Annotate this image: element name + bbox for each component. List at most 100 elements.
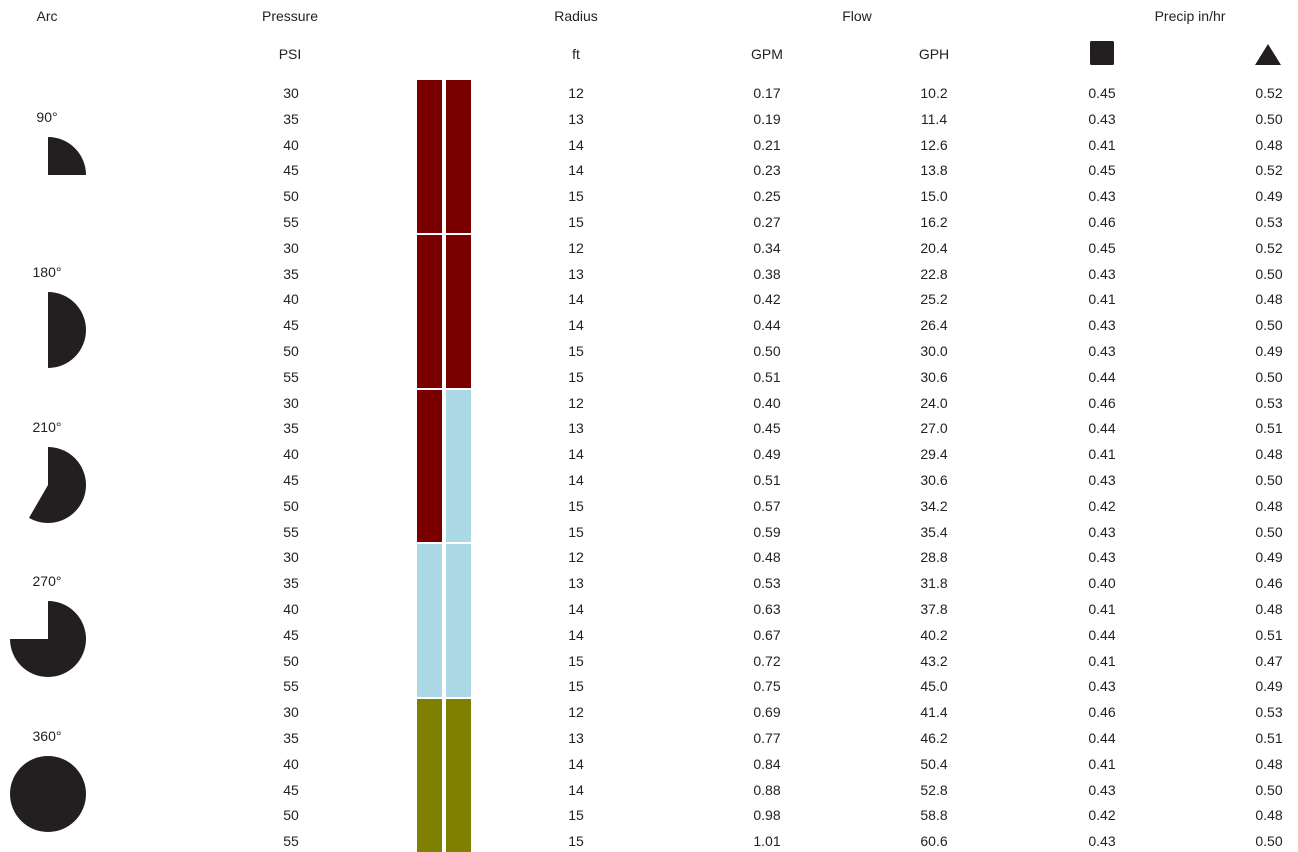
cell-gpm: 0.49: [753, 446, 781, 463]
cell-precip-square: 0.41: [1088, 446, 1116, 463]
color-bar: [417, 544, 442, 698]
cell-psi: 40: [283, 601, 299, 617]
cell-radius: 14: [568, 781, 584, 798]
cell-precip-square: 0.41: [1088, 601, 1116, 617]
cell-gpm: 0.84: [753, 755, 781, 772]
cell-precip-triangle: 0.48: [1255, 497, 1283, 514]
cell-precip-square: 0.42: [1088, 807, 1116, 824]
cell-precip-square: 0.46: [1088, 214, 1116, 230]
cell-psi: 45: [283, 162, 299, 179]
cell-psi: 45: [283, 317, 299, 334]
cell-psi: 50: [283, 497, 299, 514]
cell-gpm: 0.27: [753, 214, 781, 230]
cell-precip-triangle: 0.49: [1255, 343, 1283, 359]
color-bar: [446, 544, 471, 698]
cell-gph: 34.2: [920, 497, 948, 514]
cell-radius: 15: [568, 368, 584, 385]
unit-psi: PSI: [278, 46, 302, 62]
cell-psi: 40: [283, 136, 299, 153]
cell-radius: 14: [568, 472, 584, 488]
cell-precip-triangle: 0.48: [1255, 446, 1283, 463]
cell-radius: 15: [568, 188, 584, 205]
cell-precip-square: 0.44: [1088, 420, 1116, 437]
cell-gpm: 0.17: [753, 85, 781, 101]
cell-gph: 58.8: [920, 807, 948, 824]
cell-gph: 30.6: [920, 472, 948, 488]
cell-gph: 25.2: [920, 291, 948, 308]
cell-precip-triangle: 0.50: [1255, 833, 1283, 850]
square-icon: [1090, 41, 1114, 65]
cell-precip-triangle: 0.52: [1255, 85, 1283, 101]
cell-precip-square: 0.40: [1088, 575, 1116, 592]
cell-radius: 12: [568, 85, 584, 101]
cell-gpm: 0.23: [753, 162, 781, 179]
cell-precip-triangle: 0.46: [1255, 575, 1283, 592]
cell-psi: 50: [283, 652, 299, 669]
cell-gpm: 0.51: [753, 368, 781, 385]
cell-precip-triangle: 0.48: [1255, 291, 1283, 308]
cell-radius: 15: [568, 678, 584, 695]
cell-psi: 30: [283, 704, 299, 721]
cell-gpm: 0.98: [753, 807, 781, 824]
cell-gpm: 0.59: [753, 523, 781, 540]
cell-precip-square: 0.42: [1088, 497, 1116, 514]
cell-gpm: 0.25: [753, 188, 781, 205]
cell-gph: 22.8: [920, 265, 948, 282]
cell-precip-triangle: 0.48: [1255, 136, 1283, 153]
cell-radius: 15: [568, 497, 584, 514]
cell-precip-square: 0.43: [1088, 188, 1116, 205]
cell-radius: 12: [568, 549, 584, 566]
cell-gph: 13.8: [920, 162, 948, 179]
cell-psi: 55: [283, 833, 299, 850]
cell-psi: 30: [283, 239, 299, 256]
cell-radius: 12: [568, 704, 584, 721]
cell-radius: 14: [568, 317, 584, 334]
cell-gph: 30.0: [920, 343, 948, 359]
cell-precip-triangle: 0.50: [1255, 317, 1283, 334]
cell-gph: 28.8: [920, 549, 948, 566]
color-bar: [446, 699, 471, 852]
cell-gph: 15.0: [920, 188, 948, 205]
cell-radius: 14: [568, 626, 584, 643]
cell-gph: 12.6: [920, 136, 948, 153]
header-pressure: Pressure: [261, 8, 319, 24]
cell-precip-square: 0.44: [1088, 626, 1116, 643]
cell-precip-triangle: 0.48: [1255, 755, 1283, 772]
cell-gpm: 0.42: [753, 291, 781, 308]
cell-radius: 13: [568, 110, 584, 127]
cell-gph: 52.8: [920, 781, 948, 798]
cell-gpm: 0.67: [753, 626, 781, 643]
cell-gpm: 0.57: [753, 497, 781, 514]
cell-precip-square: 0.43: [1088, 472, 1116, 488]
cell-gph: 20.4: [920, 239, 948, 256]
cell-precip-square: 0.45: [1088, 85, 1116, 101]
cell-precip-square: 0.46: [1088, 704, 1116, 721]
cell-precip-square: 0.46: [1088, 394, 1116, 411]
cell-radius: 14: [568, 446, 584, 463]
cell-gpm: 0.50: [753, 343, 781, 359]
arc-label: 180°: [32, 263, 62, 280]
cell-psi: 35: [283, 420, 299, 437]
cell-gpm: 0.40: [753, 394, 781, 411]
cell-gph: 16.2: [920, 214, 948, 230]
cell-precip-square: 0.43: [1088, 343, 1116, 359]
cell-radius: 14: [568, 291, 584, 308]
color-bar: [417, 699, 442, 852]
cell-radius: 12: [568, 394, 584, 411]
cell-radius: 13: [568, 575, 584, 592]
cell-gpm: 0.45: [753, 420, 781, 437]
cell-psi: 45: [283, 626, 299, 643]
cell-gph: 41.4: [920, 704, 948, 721]
cell-precip-triangle: 0.48: [1255, 807, 1283, 824]
cell-precip-triangle: 0.51: [1255, 420, 1283, 437]
cell-psi: 50: [283, 188, 299, 205]
header-flow: Flow: [842, 8, 872, 24]
cell-gph: 29.4: [920, 446, 948, 463]
cell-radius: 15: [568, 214, 584, 230]
cell-gpm: 0.21: [753, 136, 781, 153]
half-arc-icon: [8, 290, 88, 370]
cell-psi: 30: [283, 394, 299, 411]
cell-gpm: 0.69: [753, 704, 781, 721]
cell-psi: 45: [283, 781, 299, 798]
cell-gpm: 0.63: [753, 601, 781, 617]
